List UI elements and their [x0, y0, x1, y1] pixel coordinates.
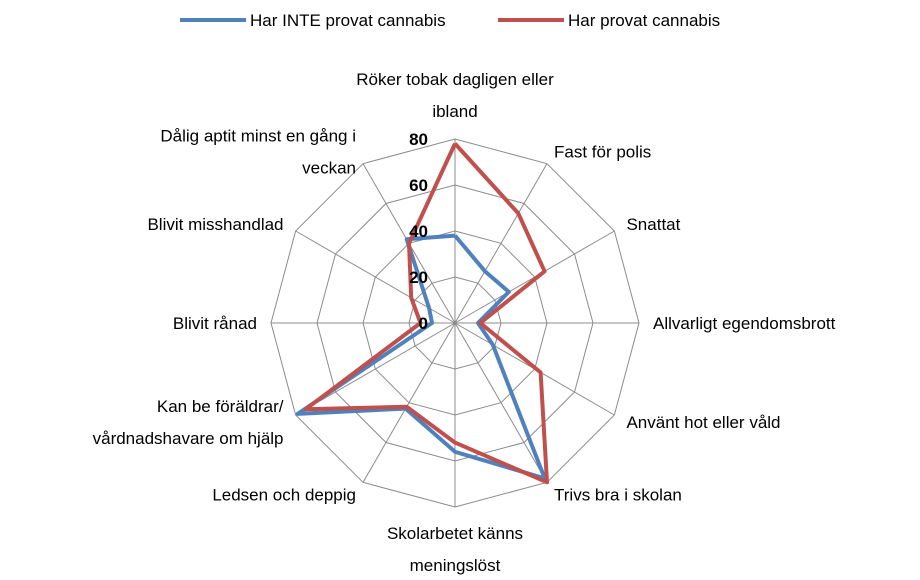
category-label: Skolarbetet känns meningslöst — [387, 524, 523, 575]
tick-label: 80 — [409, 130, 428, 149]
category-label: Använt hot eller våld — [626, 413, 780, 432]
tick-label: 20 — [409, 268, 428, 287]
tick-label: 0 — [419, 314, 428, 333]
legend-label: Har provat cannabis — [568, 11, 720, 30]
category-label: Trivs bra i skolan — [554, 485, 682, 504]
legend-label: Har INTE provat cannabis — [250, 11, 446, 30]
category-label: Blivit misshandlad — [147, 215, 283, 234]
category-label: Dålig aptit minst en gång i veckan — [160, 127, 356, 178]
spoke — [362, 322, 456, 483]
category-label: Allvarligt egendomsbrott — [653, 314, 836, 333]
category-label: Ledsen och deppig — [212, 485, 356, 504]
category-label: Röker tobak dagligen eller ibland — [356, 70, 554, 121]
tick-label: 40 — [409, 222, 428, 241]
series-line — [295, 233, 547, 481]
series-line — [303, 142, 549, 485]
tick-label: 60 — [409, 176, 428, 195]
category-label: Snattat — [626, 215, 680, 234]
spoke — [454, 322, 548, 483]
category-label: Kan be föräldrar/vårdnadshavare om hjälp — [93, 397, 284, 448]
category-label: Blivit rånad — [173, 314, 257, 333]
category-label: Fast för polis — [554, 143, 651, 162]
spoke — [454, 163, 548, 324]
